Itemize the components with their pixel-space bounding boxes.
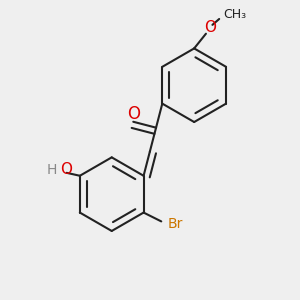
Text: H: H bbox=[46, 163, 57, 177]
Text: O: O bbox=[60, 162, 72, 177]
Text: O: O bbox=[127, 105, 140, 123]
Text: CH₃: CH₃ bbox=[224, 8, 247, 21]
Text: Br: Br bbox=[167, 217, 182, 231]
Text: O: O bbox=[204, 20, 216, 35]
